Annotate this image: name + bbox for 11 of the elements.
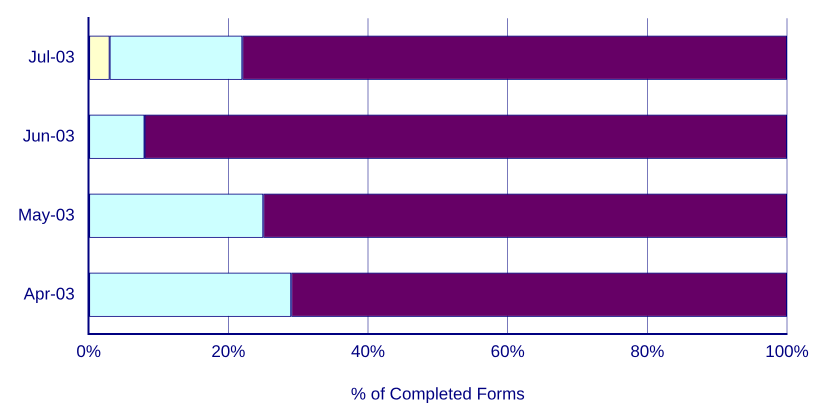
x-tick-label: 20% <box>211 342 246 362</box>
y-tick-label: Jul-03 <box>28 47 75 66</box>
x-tick-label: 40% <box>350 342 386 362</box>
x-tick-label: 100% <box>765 342 809 362</box>
y-tick-label: May-03 <box>18 205 75 224</box>
y-tick-label: Apr-03 <box>24 284 75 304</box>
y-tick-label: Jun-03 <box>22 126 75 146</box>
x-tick-label: 80% <box>630 342 664 362</box>
x-tick-label: 0% <box>76 342 101 362</box>
x-axis-title: % of Completed Forms <box>350 384 525 404</box>
x-tick-label: 60% <box>490 342 525 362</box>
